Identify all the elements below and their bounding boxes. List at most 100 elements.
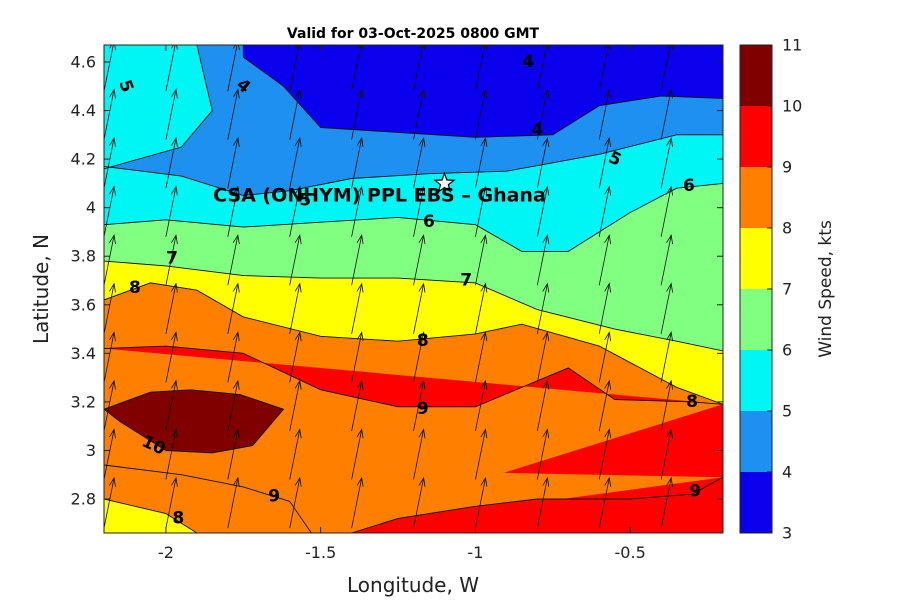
wind-vector xyxy=(722,526,723,529)
wind-vector xyxy=(104,476,116,529)
colorbar-tick-label: 10 xyxy=(782,97,802,116)
wind-vector xyxy=(289,185,302,237)
wind-vector xyxy=(722,429,723,432)
wind-vector xyxy=(475,136,488,189)
wind-vector xyxy=(475,331,488,383)
wind-vector xyxy=(351,136,364,189)
wind-vector xyxy=(598,45,612,92)
contour-label: 8 xyxy=(129,278,141,298)
wind-vector xyxy=(227,185,240,237)
chart-title: Valid for 03-Oct-2025 0800 GMT xyxy=(287,26,540,42)
colorbar-segment xyxy=(740,289,772,350)
y-tick-label: 4.6 xyxy=(71,52,96,71)
wind-vector xyxy=(536,136,550,189)
wind-vector xyxy=(722,477,723,480)
contour-line-9 xyxy=(104,464,312,533)
wind-vector xyxy=(475,234,488,286)
contour-label: 4 xyxy=(522,52,534,72)
wind-vector xyxy=(227,282,240,334)
x-axis: -2 -1.5 -1 -0.5 xyxy=(158,45,646,562)
colorbar-segment xyxy=(740,106,772,167)
wind-vector xyxy=(598,331,612,383)
x-axis-label: Longitude, W xyxy=(347,573,479,597)
y-tick-label: 3.6 xyxy=(71,295,96,314)
wind-vector xyxy=(165,88,178,140)
wind-vector xyxy=(289,379,302,432)
wind-vector xyxy=(598,282,612,334)
wind-vector xyxy=(289,234,302,286)
colorbar-label: Wind Speed, kts xyxy=(816,220,836,358)
wind-vector xyxy=(475,88,488,140)
contour-lines xyxy=(104,45,723,533)
wind-vector xyxy=(104,379,116,432)
wind-vector xyxy=(351,88,364,140)
contour-line-9 xyxy=(351,476,723,533)
wind-vector xyxy=(536,185,550,237)
y-axis: 2.8 3 3.2 3.4 3.6 3.8 4 4.2 4.4 4.6 xyxy=(71,52,723,509)
wind-vector xyxy=(660,428,673,480)
y-tick-label: 4.4 xyxy=(71,101,96,120)
wind-vector xyxy=(289,88,302,140)
wind-vector xyxy=(165,379,178,432)
wind-vector xyxy=(722,89,723,92)
wind-vector xyxy=(722,380,723,383)
wind-vector xyxy=(413,428,426,480)
colorbar-tick-label: 8 xyxy=(782,219,792,238)
wind-vector xyxy=(351,45,364,92)
wind-vector xyxy=(598,476,612,529)
wind-vector xyxy=(227,476,240,529)
contour-line-8 xyxy=(104,498,198,533)
contour-label: 9 xyxy=(689,482,701,502)
wind-vector xyxy=(165,476,178,529)
wind-vector xyxy=(351,282,364,334)
wind-vector xyxy=(227,88,240,140)
contour-line-5 xyxy=(104,45,213,170)
contour-band xyxy=(351,477,723,533)
contour-line-7 xyxy=(104,260,723,352)
wind-vector xyxy=(413,379,426,432)
wind-vector xyxy=(413,282,426,334)
wind-vector xyxy=(104,282,116,334)
colorbar-tick-label: 11 xyxy=(782,36,802,55)
wind-vector xyxy=(165,282,178,334)
wind-vector xyxy=(660,282,673,334)
wind-vector xyxy=(227,45,240,92)
contour-band xyxy=(104,45,213,169)
wind-vector xyxy=(475,476,488,529)
colorbar-tick-label: 7 xyxy=(782,280,792,299)
wind-vector xyxy=(598,136,612,189)
wind-vector xyxy=(475,282,488,334)
wind-vector xyxy=(660,45,673,92)
wind-vector xyxy=(660,234,673,286)
wind-vector xyxy=(722,137,723,140)
wind-vector xyxy=(722,234,723,237)
wind-vector xyxy=(598,234,612,286)
y-tick-label: 3.2 xyxy=(71,392,96,411)
wind-vector xyxy=(227,331,240,383)
wind-vector xyxy=(413,45,426,92)
wind-vector xyxy=(536,88,550,140)
wind-vector xyxy=(289,476,302,529)
colorbar-segment xyxy=(740,167,772,228)
colorbar-tick-label: 9 xyxy=(782,158,792,177)
colorbar: 3 4 5 6 7 8 9 10 11 xyxy=(739,36,802,543)
contour-label: 5 xyxy=(299,190,311,210)
wind-vector xyxy=(660,331,673,383)
wind-vector xyxy=(413,234,426,286)
wind-vector xyxy=(413,476,426,529)
y-tick-label: 4.2 xyxy=(71,150,96,169)
wind-vector xyxy=(165,234,178,286)
wind-vector xyxy=(660,88,673,140)
colorbar-tick-label: 3 xyxy=(782,524,792,543)
wind-vector xyxy=(104,428,116,480)
wind-vector xyxy=(413,136,426,189)
contour-band xyxy=(104,389,284,453)
wind-vector xyxy=(289,45,302,92)
contour-label: 8 xyxy=(172,508,184,528)
wind-vector xyxy=(289,136,302,189)
contour-label: 7 xyxy=(460,271,472,291)
wind-vector xyxy=(227,136,240,189)
wind-vector xyxy=(104,185,116,237)
